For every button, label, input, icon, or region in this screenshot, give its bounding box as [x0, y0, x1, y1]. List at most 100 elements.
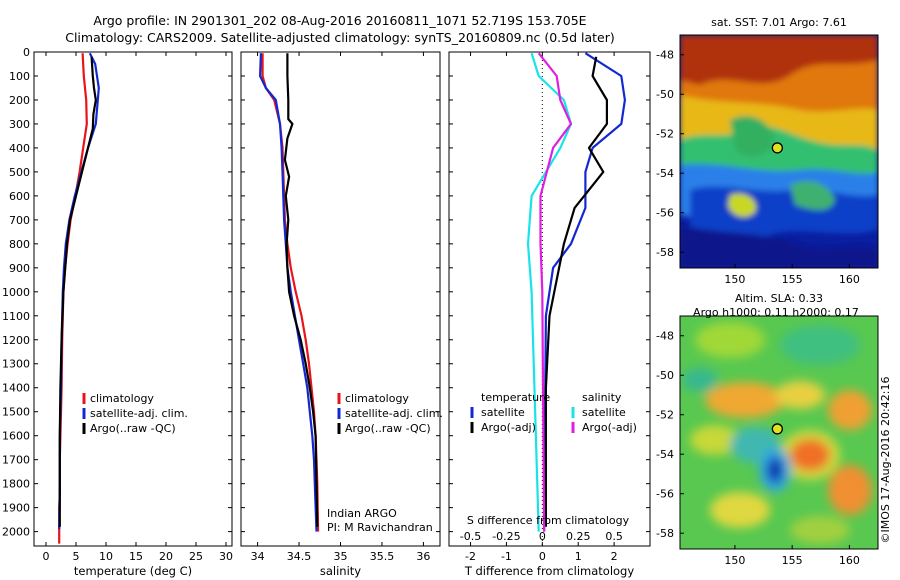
x-tick-label: 15 — [129, 550, 143, 563]
secondary-tick-label: -0.25 — [492, 530, 520, 543]
series-line-2 — [283, 53, 319, 527]
map-y-tick-label: -50 — [656, 369, 674, 382]
x-tick-label: 10 — [99, 550, 113, 563]
map-sst_map: 150 155 160 -48 -50 -52 -54 -56 -58 — [656, 34, 879, 286]
series-line-3 — [537, 52, 573, 532]
sst-map-image — [680, 35, 878, 268]
y-tick-label: 1000 — [2, 286, 30, 299]
y-tick-label: 1500 — [2, 406, 30, 419]
map-x-tick-label: 160 — [839, 554, 860, 567]
map-y-tick-label: -58 — [656, 246, 674, 259]
map-y-tick-label: -48 — [656, 330, 674, 343]
legend-label: satellite — [481, 406, 525, 419]
x-tick-label: 34 — [251, 550, 265, 563]
x-tick-label: -1 — [501, 550, 512, 563]
legend-group-title: temperature — [481, 391, 550, 404]
x-axis-label: temperature (deg C) — [74, 564, 192, 578]
secondary-tick-label: 0.25 — [566, 530, 591, 543]
series-group — [259, 53, 320, 532]
x-tick-label: 20 — [159, 550, 173, 563]
legend-label: satellite — [582, 406, 626, 419]
series-group — [526, 52, 627, 532]
y-tick-label: 100 — [9, 70, 30, 83]
x-tick-label: 1 — [575, 550, 582, 563]
map-y-tick-label: -52 — [656, 128, 674, 141]
y-tick-label: 800 — [9, 238, 30, 251]
map-x-tick-label: 155 — [782, 554, 803, 567]
map-y-tick-label: -50 — [656, 88, 674, 101]
legend-label: Argo(..raw -QC) — [90, 422, 176, 435]
map-y-tick-label: -54 — [656, 167, 674, 180]
sla-map-title: Altim. SLA: 0.33 — [735, 292, 823, 305]
argo-float-marker — [771, 142, 783, 154]
x-tick-label: 2 — [611, 550, 618, 563]
plot-frame — [33, 51, 233, 547]
y-tick-label: 1600 — [2, 430, 30, 443]
x-tick-label: 35 — [334, 550, 348, 563]
x-tick-label: -2 — [465, 550, 476, 563]
map-y-tick-label: -56 — [656, 488, 674, 501]
secondary-tick-label: 0 — [539, 530, 546, 543]
map-frame — [679, 315, 879, 550]
sst-map-title: sat. SST: 7.01 Argo: 7.61 — [711, 16, 847, 29]
secondary-axis-label: S difference from climatology — [467, 514, 630, 527]
y-tick-label: 1400 — [2, 382, 30, 395]
x-tick-label: 34.5 — [287, 550, 312, 563]
plot-frame — [240, 51, 441, 547]
legend-label: Argo(-adj) — [582, 421, 637, 434]
y-tick-label: 900 — [9, 262, 30, 275]
secondary-tick-label: 0.5 — [605, 530, 623, 543]
figure-title-line-1: Argo profile: IN 2901301_202 08-Aug-2016… — [93, 13, 587, 28]
y-tick-label: 400 — [9, 142, 30, 155]
legend-label: Argo(..raw -QC) — [345, 422, 431, 435]
y-tick-label: 1200 — [2, 334, 30, 347]
operator-annotation-line-2: PI: M Ravichandran — [327, 521, 433, 534]
map-x-tick-label: 150 — [724, 273, 745, 286]
x-tick-label: 35.5 — [370, 550, 395, 563]
legend-label: satellite-adj. clim. — [345, 407, 443, 420]
y-tick-label: 1800 — [2, 478, 30, 491]
y-tick-label: 1700 — [2, 454, 30, 467]
map-frame — [679, 34, 879, 269]
y-tick-label: 1100 — [2, 310, 30, 323]
sla-map-subtitle: Argo h1000: 0.11 h2000: 0.17 — [693, 306, 859, 319]
argo-float-marker — [771, 423, 783, 435]
y-tick-label: 0 — [23, 46, 30, 59]
x-tick-label: 25 — [189, 550, 203, 563]
y-tick-label: 2000 — [2, 526, 30, 539]
map-y-tick-label: -52 — [656, 409, 674, 422]
map-x-tick-label: 160 — [839, 273, 860, 286]
x-tick-label: 36 — [416, 550, 430, 563]
y-tick-label: 300 — [9, 118, 30, 131]
map-x-tick-label: 150 — [724, 554, 745, 567]
y-tick-label: 600 — [9, 190, 30, 203]
x-axis-label: salinity — [320, 564, 361, 578]
map-sla_map: 150 155 160 -48 -50 -52 -54 -56 -58 — [656, 315, 879, 567]
x-tick-label: 5 — [73, 550, 80, 563]
legend-label: climatology — [90, 392, 154, 405]
y-tick-label: 700 — [9, 214, 30, 227]
map-y-tick-label: -48 — [656, 49, 674, 62]
legend-label: climatology — [345, 392, 409, 405]
operator-annotation-line-1: Indian ARGO — [327, 507, 397, 520]
map-y-tick-label: -54 — [656, 448, 674, 461]
series-line-1 — [544, 56, 609, 527]
imos-credit-label: ©IMOS 17-Aug-2016 20:42:16 — [879, 377, 892, 544]
series-group — [58, 52, 100, 544]
x-axis-label: T difference from climatology — [464, 564, 635, 578]
secondary-tick-label: -0.5 — [460, 530, 481, 543]
map-y-tick-label: -58 — [656, 527, 674, 540]
plot-frame — [448, 51, 651, 547]
series-line-2 — [58, 56, 97, 527]
panel-difference: -2 -1 0 1 2T difference from climatology — [448, 51, 651, 578]
series-line-2 — [526, 52, 573, 532]
legend-label: satellite-adj. clim. — [90, 407, 188, 420]
legend-label: Argo(-adj) — [481, 421, 536, 434]
figure-title-line-2: Climatology: CARS2009. Satellite-adjuste… — [65, 30, 615, 45]
y-tick-label: 1300 — [2, 358, 30, 371]
map-x-tick-label: 155 — [782, 273, 803, 286]
panel-temperature: 0 5 10 15 20 25 300100200300400500600700800900… — [2, 46, 233, 578]
y-tick-label: 500 — [9, 166, 30, 179]
